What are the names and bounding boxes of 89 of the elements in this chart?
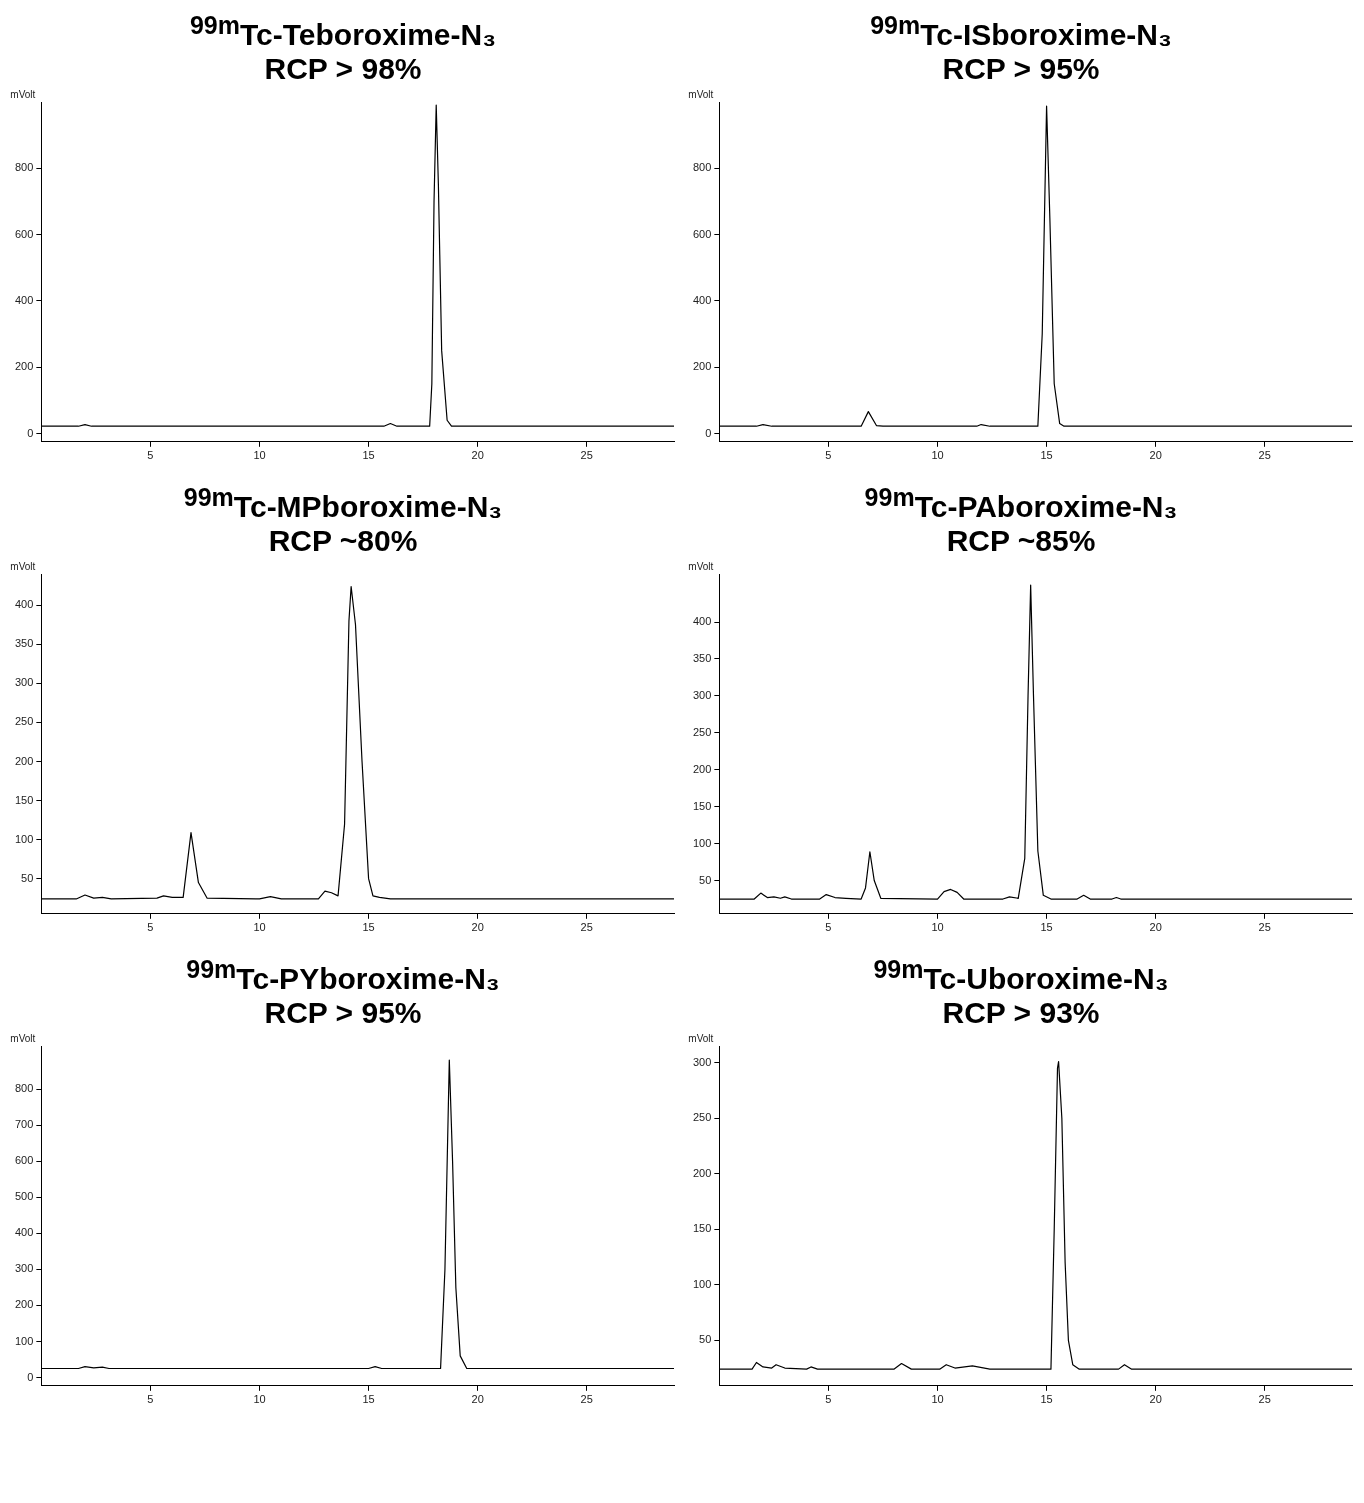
y-tick-label: 300 (14, 676, 34, 689)
x-tick-label: 10 (253, 1393, 266, 1406)
x-tick-label: 25 (580, 449, 593, 462)
y-axis-title: mVolt (10, 88, 36, 100)
y-tick-label: 250 (14, 715, 34, 728)
y-tick-label: 800 (14, 161, 34, 174)
x-tick-label: 15 (362, 921, 375, 934)
y-tick-label: 100 (14, 1334, 34, 1347)
x-tick-label: 25 (1258, 1393, 1271, 1406)
chart-subtitle: RCP > 93% (941, 996, 1101, 1030)
x-tick-label: 15 (362, 1393, 375, 1406)
y-tick-label: 100 (692, 836, 712, 849)
y-tick-label: 200 (14, 754, 34, 767)
y-tick-label: 150 (692, 799, 712, 812)
y-tick-label: 150 (14, 793, 34, 806)
y-tick-label: 0 (27, 1370, 34, 1383)
x-tick-label: 15 (362, 449, 375, 462)
x-tick-label: 10 (931, 921, 944, 934)
y-tick-label: 600 (14, 227, 34, 240)
x-tick-label: 20 (1149, 921, 1162, 934)
y-tick-label: 50 (699, 1333, 712, 1346)
x-tick-label: 15 (1040, 921, 1053, 934)
y-tick-label: 500 (14, 1190, 34, 1203)
x-tick-label: 10 (931, 1393, 944, 1406)
x-tick-label: 20 (471, 449, 484, 462)
x-tick-label: 10 (253, 449, 266, 462)
y-tick-label: 300 (692, 1055, 712, 1068)
y-tick-label: 600 (14, 1154, 34, 1167)
y-tick-label: 400 (14, 1226, 34, 1239)
y-tick-label: 600 (692, 227, 712, 240)
y-tick-label: 200 (14, 360, 34, 373)
chart-subtitle: RCP > 98% (263, 52, 423, 86)
y-tick-label: 250 (692, 725, 712, 738)
chart-title: $^{99m}$Tc-PYboroxime-N₃ (185, 954, 501, 996)
x-tick-label: 25 (580, 1393, 593, 1406)
x-tick-label: 25 (1258, 921, 1271, 934)
chart-subtitle: RCP > 95% (263, 996, 423, 1030)
chart-title: $^{99m}$Tc-MPboroxime-N₃ (182, 482, 504, 524)
x-tick-label: 25 (580, 921, 593, 934)
y-tick-label: 400 (692, 293, 712, 306)
y-tick-label: 0 (27, 426, 34, 439)
chart-title: $^{99m}$Tc-Uboroxime-N₃ (872, 954, 1170, 996)
x-tick-label: 5 (147, 1393, 154, 1406)
y-tick-label: 100 (692, 1277, 712, 1290)
chart-title: $^{99m}$Tc-ISboroxime-N₃ (869, 10, 1173, 52)
chart-title: $^{99m}$Tc-Teboroxime-N₃ (188, 10, 498, 52)
x-tick-label: 5 (147, 449, 154, 462)
y-tick-label: 200 (692, 762, 712, 775)
y-tick-label: 200 (692, 360, 712, 373)
y-tick-label: 50 (21, 871, 34, 884)
y-tick-label: 700 (14, 1118, 34, 1131)
y-tick-label: 100 (14, 832, 34, 845)
x-tick-label: 15 (1040, 449, 1053, 462)
x-tick-label: 10 (931, 449, 944, 462)
y-tick-label: 200 (14, 1298, 34, 1311)
y-tick-label: 0 (705, 426, 712, 439)
x-tick-label: 5 (825, 921, 832, 934)
y-axis-title: mVolt (10, 1032, 36, 1044)
y-tick-label: 350 (14, 637, 34, 650)
y-tick-label: 400 (692, 615, 712, 628)
x-tick-label: 20 (471, 1393, 484, 1406)
x-tick-label: 20 (1149, 1393, 1162, 1406)
x-tick-label: 5 (825, 449, 832, 462)
chart-subtitle: RCP > 95% (941, 52, 1101, 86)
y-tick-label: 400 (14, 293, 34, 306)
y-axis-title: mVolt (688, 1032, 714, 1044)
y-tick-label: 300 (14, 1262, 34, 1275)
x-tick-label: 20 (1149, 449, 1162, 462)
chart-title: $^{99m}$Tc-PAboroxime-N₃ (863, 482, 1179, 524)
x-tick-label: 20 (471, 921, 484, 934)
y-tick-label: 250 (692, 1111, 712, 1124)
y-tick-label: 150 (692, 1222, 712, 1235)
y-axis-title: mVolt (688, 88, 714, 100)
x-tick-label: 25 (1258, 449, 1271, 462)
x-tick-label: 15 (1040, 1393, 1053, 1406)
y-axis-title: mVolt (10, 560, 36, 572)
chart-subtitle: RCP ~85% (945, 524, 1097, 558)
x-tick-label: 5 (147, 921, 154, 934)
x-tick-label: 5 (825, 1393, 832, 1406)
y-tick-label: 800 (692, 161, 712, 174)
y-axis-title: mVolt (688, 560, 714, 572)
y-tick-label: 800 (14, 1082, 34, 1095)
y-tick-label: 350 (692, 651, 712, 664)
chart-subtitle: RCP ~80% (267, 524, 419, 558)
y-tick-label: 200 (692, 1166, 712, 1179)
x-tick-label: 10 (253, 921, 266, 934)
y-tick-label: 300 (692, 688, 712, 701)
y-tick-label: 400 (14, 598, 34, 611)
y-tick-label: 50 (699, 873, 712, 886)
